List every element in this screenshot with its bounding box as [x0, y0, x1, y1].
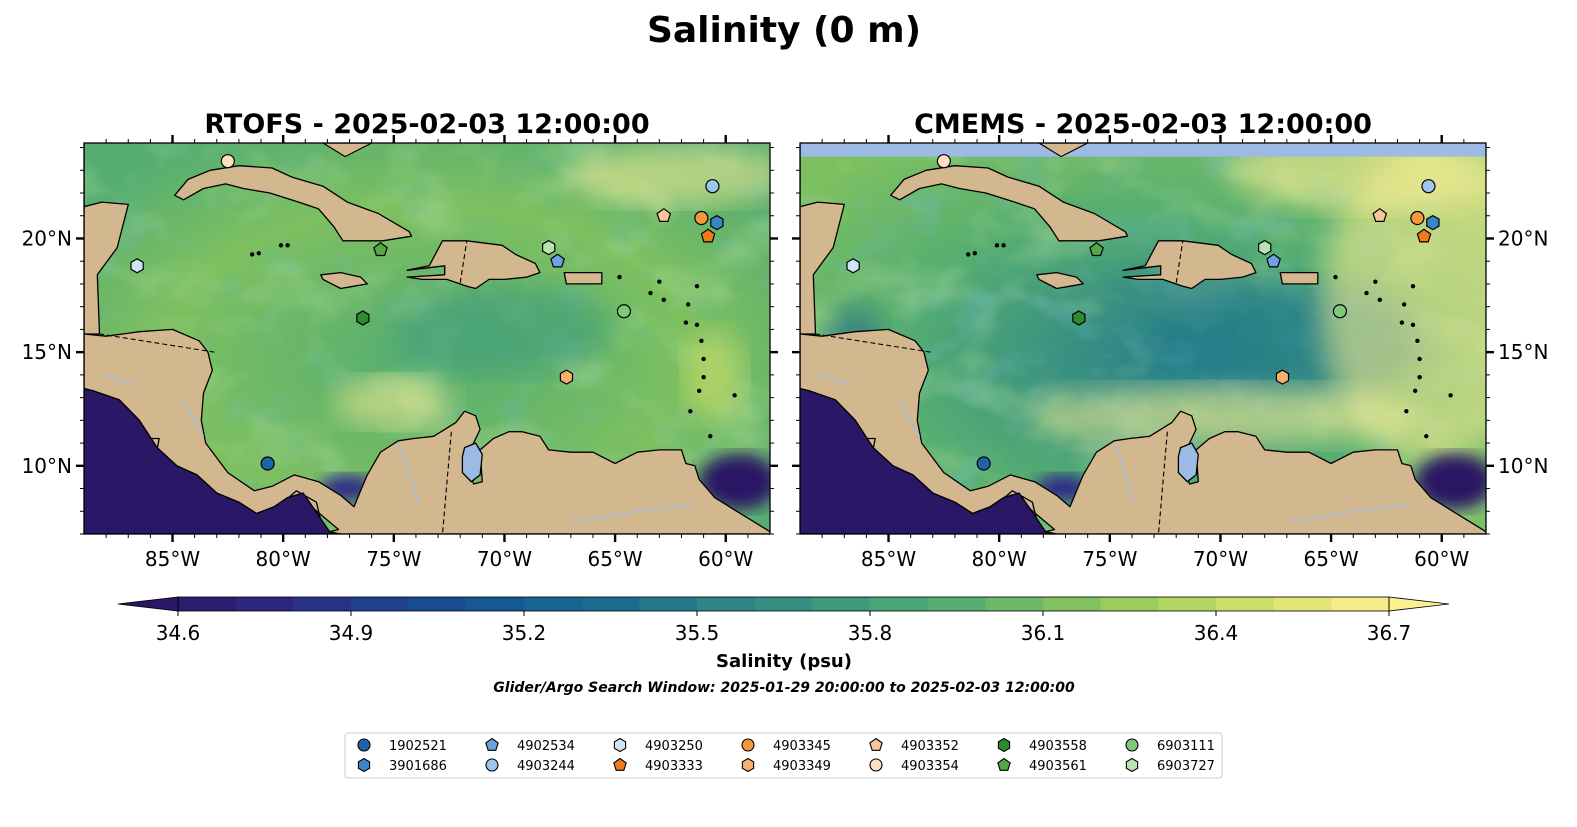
rtofs-map-panel: RTOFS - 2025-02-03 12:00:00 85°W 80°W 75°W 7…: [22, 109, 778, 571]
legend-label-4903333: 4903333: [645, 759, 703, 774]
float-marker-6903111: [616, 304, 632, 319]
float-marker-4903561: [373, 242, 388, 257]
colorbar-label: Salinity (psu): [716, 651, 852, 672]
panel-title-rtofs: RTOFS - 2025-02-03 12:00:00: [204, 109, 649, 140]
legend-label-1902521: 1902521: [389, 739, 447, 754]
legend-marker-4903558: [997, 737, 1011, 753]
legend-marker-4903354: [869, 758, 883, 772]
colorbar-tick-label: 35.2: [502, 621, 547, 645]
colorbar-min-extend: [117, 596, 179, 612]
legend-marker-4902534: [485, 737, 499, 751]
legend-marker-4903561: [997, 757, 1011, 771]
x-tick-label: 60°W: [698, 547, 753, 571]
legend-label-4903558: 4903558: [1029, 739, 1087, 754]
legend-marker-6903727: [1125, 757, 1139, 773]
float-marker-4903561: [1089, 242, 1104, 257]
float-marker-4903354: [220, 154, 235, 169]
x-tick-label: 75°W: [366, 547, 421, 571]
legend-label-4903244: 4903244: [517, 759, 575, 774]
x-tick-label: 65°W: [587, 547, 642, 571]
float-marker-3901686: [1426, 214, 1440, 231]
x-tick-label: 75°W: [1082, 547, 1137, 571]
colorbar: 34.6 34.9 35.2 35.5 35.8 36.1 36.4 36.7: [117, 596, 1450, 645]
legend-marker-6903111: [1125, 738, 1139, 752]
legend-label-4902534: 4902534: [517, 739, 575, 754]
float-marker-6903111: [1332, 304, 1348, 319]
x-tick-label: 65°W: [1303, 547, 1358, 571]
float-marker-4902534: [550, 253, 565, 268]
colorbar-tick-label: 35.5: [675, 621, 720, 645]
search-window-label: Glider/Argo Search Window: 2025-01-29 20…: [493, 680, 1075, 696]
legend-marker-3901686: [357, 757, 371, 773]
float-marker-1902521: [260, 456, 275, 471]
legend-label-6903727: 6903727: [1157, 759, 1215, 774]
x-tick-label: 85°W: [145, 547, 200, 571]
colorbar-tick-label: 36.1: [1021, 621, 1066, 645]
colorbar-tick-label: 36.7: [1367, 621, 1412, 645]
float-marker-4903354: [936, 154, 951, 169]
y-tick-label: 10°N: [1498, 454, 1548, 478]
legend-label-4903250: 4903250: [645, 739, 703, 754]
float-marker-6903727: [1257, 239, 1272, 256]
legend-label-4903561: 4903561: [1029, 759, 1087, 774]
x-tick-label: 60°W: [1414, 547, 1469, 571]
float-marker-4903345: [694, 210, 709, 226]
figure-title: Salinity (0 m): [647, 10, 921, 51]
float-marker-1902521: [976, 456, 991, 471]
x-tick-label: 70°W: [1193, 547, 1248, 571]
x-tick-label: 80°W: [256, 547, 311, 571]
x-tick-label: 85°W: [861, 547, 916, 571]
float-marker-4903244: [1421, 179, 1436, 194]
panel-title-cmems: CMEMS - 2025-02-03 12:00:00: [914, 109, 1372, 140]
float-marker-4902534: [1266, 253, 1281, 268]
float-marker-4903349: [559, 369, 574, 385]
colorbar-max-extend: [1388, 596, 1450, 612]
colorbar-tick-label: 36.4: [1194, 621, 1239, 645]
legend-marker-4903333: [613, 757, 627, 771]
y-tick-label: 15°N: [1498, 340, 1548, 364]
float-marker-4903349: [1275, 369, 1290, 385]
y-tick-label: 15°N: [22, 340, 72, 364]
float-marker-4903244: [705, 179, 720, 194]
y-tick-label: 20°N: [22, 226, 72, 250]
x-tick-label: 70°W: [477, 547, 532, 571]
legend-marker-1902521: [357, 738, 371, 752]
legend-label-6903111: 6903111: [1157, 739, 1215, 754]
legend-marker-4903250: [613, 737, 627, 753]
colorbar-tick-label: 34.9: [329, 621, 374, 645]
x-tick-label: 80°W: [972, 547, 1027, 571]
legend-label-4903352: 4903352: [901, 739, 959, 754]
float-legend: 1902521 3901686 4902534 4903244 4903250 49033…: [344, 732, 1223, 779]
y-tick-label: 10°N: [22, 454, 72, 478]
float-marker-4903345: [1410, 210, 1425, 226]
legend-label-4903354: 4903354: [901, 759, 959, 774]
float-marker-4903250: [130, 258, 144, 274]
float-marker-3901686: [710, 214, 724, 231]
float-marker-4903558: [356, 310, 370, 326]
legend-label-4903349: 4903349: [773, 759, 831, 774]
legend-marker-4903345: [741, 738, 755, 752]
float-marker-6903727: [541, 239, 556, 256]
float-marker-4903333: [1416, 228, 1432, 243]
legend-marker-4903349: [741, 757, 755, 773]
y-tick-label: 20°N: [1498, 226, 1548, 250]
float-marker-4903352: [1372, 207, 1388, 222]
legend-label-3901686: 3901686: [389, 759, 447, 774]
legend-marker-4903352: [869, 737, 883, 751]
float-marker-4903333: [700, 228, 716, 243]
colorbar-tick-label: 34.6: [156, 621, 201, 645]
float-marker-4903558: [1072, 310, 1086, 326]
float-marker-4903352: [656, 207, 672, 222]
float-marker-4903250: [846, 258, 860, 274]
cmems-map-panel: CMEMS - 2025-02-03 12:00:00 85°W 80°W 75°W 7…: [792, 109, 1548, 571]
legend-label-4903345: 4903345: [773, 739, 831, 754]
colorbar-tick-label: 35.8: [848, 621, 893, 645]
legend-marker-4903244: [485, 758, 499, 772]
